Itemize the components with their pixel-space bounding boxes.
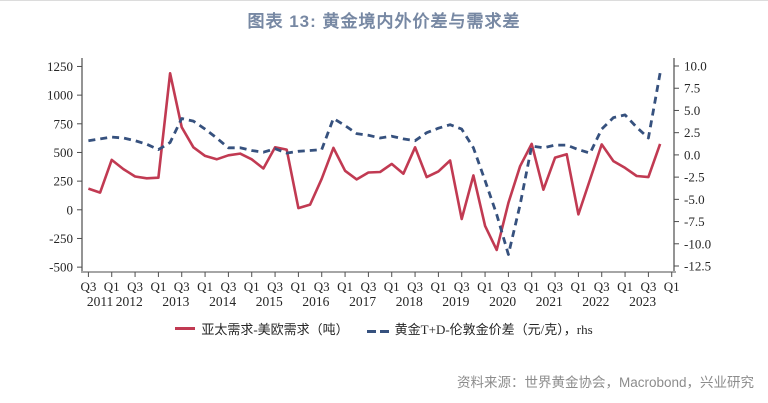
svg-text:2014: 2014 [209,294,236,309]
svg-text:Q3: Q3 [80,279,96,294]
dashed-line-swatch-icon [366,321,389,337]
svg-text:2020: 2020 [489,294,516,309]
svg-text:Q3: Q3 [360,279,376,294]
legend-label-spread: 黄金T+D-伦敦金价差（元/克），rhs [394,322,593,337]
chart-title: 图表 13: 黄金境内外价差与需求差 [247,12,521,31]
svg-text:Q3: Q3 [314,279,330,294]
svg-text:-7.5: -7.5 [684,214,705,229]
svg-text:Q1: Q1 [664,279,680,294]
chart-canvas: 1250 1000 750 500 250 0 -250 -500 10.0 7.5 5.0 2.5 0… [47,58,711,309]
svg-text:Q1: Q1 [104,279,120,294]
svg-text:2018: 2018 [396,294,423,309]
svg-text:Q3: Q3 [267,279,283,294]
svg-text:2021: 2021 [536,294,563,309]
svg-text:Q3: Q3 [454,279,470,294]
svg-text:Q1: Q1 [244,279,260,294]
svg-text:-5.0: -5.0 [684,192,705,207]
svg-text:2015: 2015 [256,294,283,309]
svg-text:2017: 2017 [349,294,376,309]
svg-text:7.5: 7.5 [684,81,700,96]
svg-text:Q3: Q3 [547,279,563,294]
svg-text:-250: -250 [49,231,73,246]
legend-item-demand: 亚太需求-美欧需求（吨） [175,319,349,338]
svg-text:Q1: Q1 [477,279,493,294]
svg-text:2016: 2016 [302,294,329,309]
svg-text:-500: -500 [49,260,73,275]
svg-text:Q3: Q3 [220,279,236,294]
svg-text:0: 0 [67,202,74,217]
svg-text:10.0: 10.0 [684,59,707,74]
svg-text:0.0: 0.0 [684,147,700,162]
svg-text:Q3: Q3 [407,279,423,294]
svg-text:Q1: Q1 [524,279,540,294]
svg-text:250: 250 [54,174,74,189]
solid-line-swatch-icon [175,327,196,330]
source-note: 资料来源：世界黄金协会，Macrobond，兴业研究 [456,375,754,390]
svg-text:2013: 2013 [162,294,189,309]
svg-text:Q1: Q1 [384,279,400,294]
chart-legend: 亚太需求-美欧需求（吨） 黄金T+D-伦敦金价差（元/克），rhs [0,319,768,338]
svg-text:Q3: Q3 [500,279,516,294]
svg-text:2022: 2022 [582,294,609,309]
svg-text:2012: 2012 [116,294,143,309]
svg-text:2023: 2023 [629,294,656,309]
svg-text:Q3: Q3 [174,279,190,294]
svg-text:2019: 2019 [442,294,469,309]
svg-text:Q1: Q1 [337,279,353,294]
svg-text:Q3: Q3 [640,279,656,294]
svg-text:Q1: Q1 [617,279,633,294]
svg-text:Q3: Q3 [127,279,143,294]
svg-text:500: 500 [54,145,74,160]
svg-text:Q1: Q1 [570,279,586,294]
svg-text:-2.5: -2.5 [684,170,705,185]
svg-text:-12.5: -12.5 [684,259,711,274]
svg-text:1000: 1000 [47,88,73,103]
svg-text:5.0: 5.0 [684,103,700,118]
svg-text:Q1: Q1 [150,279,166,294]
svg-text:Q1: Q1 [197,279,213,294]
svg-text:750: 750 [54,116,74,131]
svg-text:Q1: Q1 [430,279,446,294]
svg-text:1250: 1250 [47,59,73,74]
svg-text:2011: 2011 [87,294,114,309]
svg-text:Q3: Q3 [594,279,610,294]
line-chart: 1250 1000 750 500 250 0 -250 -500 10.0 7.5 5.0 2.5 0… [0,46,768,316]
svg-text:2.5: 2.5 [684,125,700,140]
legend-item-spread: 黄金T+D-伦敦金价差（元/克），rhs [366,319,593,338]
svg-text:Q1: Q1 [290,279,306,294]
legend-label-demand: 亚太需求-美欧需求（吨） [201,322,349,337]
svg-text:-10.0: -10.0 [684,236,711,251]
